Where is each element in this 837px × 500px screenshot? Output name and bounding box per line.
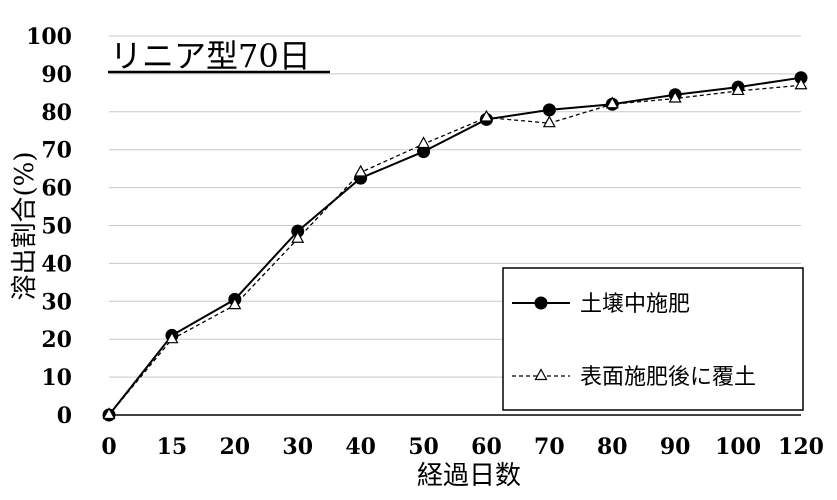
data-point-series-2-20 (228, 297, 242, 310)
plot-area (102, 71, 808, 422)
data-point-series-2-120 (794, 77, 808, 90)
data-point-series-2-50 (417, 136, 431, 149)
data-point-series-1-70 (542, 103, 556, 117)
x-axis-tick-labels: 0 15 20 30 40 50 60 70 80 90 100 120 (101, 434, 824, 460)
data-point-series-2-70 (542, 115, 556, 128)
x-tick-label-60: 60 (471, 434, 502, 460)
series-line-2 (108, 84, 802, 416)
data-point-series-2-30 (291, 231, 305, 243)
data-point-series-2-100 (731, 83, 745, 96)
gridlines (109, 35, 801, 378)
y-tick-label-30: 30 (41, 289, 72, 315)
y-axis-title: 溶出割合(%) (10, 152, 40, 301)
data-point-series-2-0 (102, 407, 116, 420)
x-tick-label-80: 80 (597, 434, 628, 460)
x-axis-title: 経過日数 (417, 461, 521, 491)
legend-label-series-1: 土壌中施肥 (580, 292, 690, 317)
x-tick-label-0: 0 (101, 434, 116, 460)
y-tick-label-90: 90 (41, 62, 72, 88)
y-tick-label-40: 40 (41, 251, 72, 277)
legend-marker-series-2 (534, 368, 548, 381)
x-tick-label-50: 50 (408, 434, 439, 460)
y-tick-label-60: 60 (41, 176, 72, 202)
data-point-series-2-15 (165, 331, 179, 344)
y-tick-label-80: 80 (41, 100, 72, 126)
data-point-series-1-50 (417, 145, 431, 159)
x-tick-label-120: 120 (778, 434, 824, 460)
data-point-series-2-40 (354, 164, 368, 177)
x-tick-label-70: 70 (534, 434, 565, 460)
data-point-series-2-60 (479, 109, 493, 122)
y-tick-label-0: 0 (57, 403, 72, 429)
legend-marker-series-1 (534, 296, 548, 310)
legend-label-series-2: 表面施肥後に覆土 (580, 365, 756, 390)
x-tick-label-40: 40 (345, 434, 376, 460)
y-tick-label-50: 50 (41, 214, 72, 240)
y-tick-label-10: 10 (41, 365, 72, 391)
x-tick-label-20: 20 (220, 434, 251, 460)
data-point-series-2-80 (605, 96, 619, 109)
data-point-series-2-90 (668, 90, 682, 103)
x-tick-label-30: 30 (282, 434, 313, 460)
x-tick-label-100: 100 (715, 434, 761, 460)
y-tick-label-70: 70 (41, 138, 72, 164)
y-tick-label-100: 100 (26, 24, 72, 50)
x-tick-label-15: 15 (157, 434, 188, 460)
legend-box (502, 267, 804, 411)
x-tick-label-90: 90 (660, 434, 691, 460)
series-line-1 (108, 76, 802, 416)
y-tick-label-20: 20 (41, 327, 72, 353)
legend: 土壌中施肥 表面施肥後に覆土 (502, 267, 804, 411)
y-axis-tick-labels: 0 10 20 30 40 50 60 70 80 90 100 (26, 24, 72, 429)
chart-title: リニア型70日 (110, 37, 311, 75)
